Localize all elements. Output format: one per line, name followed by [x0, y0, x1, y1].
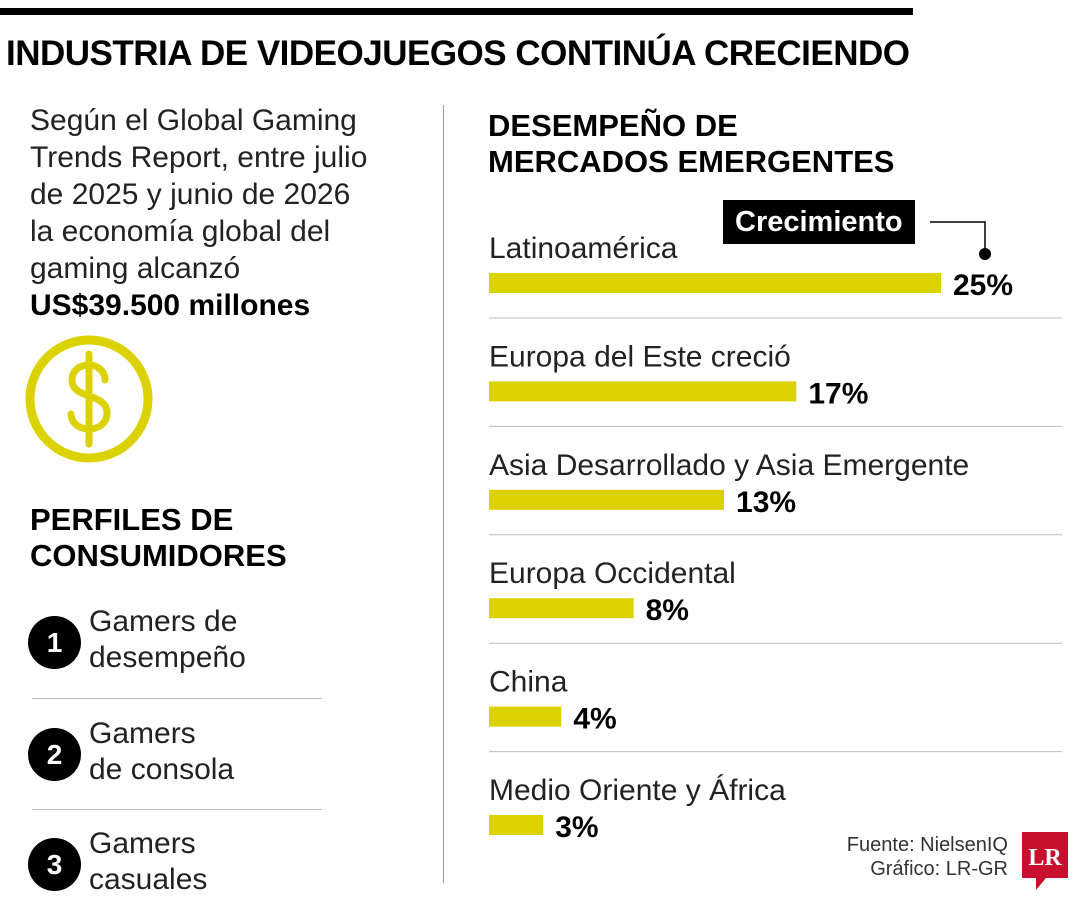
category-label: China [489, 666, 568, 699]
bar [489, 273, 941, 293]
value-label: 3% [555, 811, 598, 844]
profile-number-badge: 1 [28, 616, 81, 669]
profile-number-badge: 3 [28, 838, 81, 891]
bar [489, 598, 634, 619]
chart-title-line: DESEMPEÑO DE [488, 108, 738, 143]
profile-item: 3 Gamers casuales [28, 826, 328, 900]
category-label: Asia Desarrollado y Asia Emergente [489, 449, 969, 482]
source-line: Fuente: NielsenIQ [846, 834, 1008, 856]
svg-text:LR: LR [1028, 845, 1062, 871]
column-divider [443, 105, 444, 883]
intro-line: Trends Report, entre julio [30, 141, 368, 174]
bar [489, 706, 562, 727]
intro-amount: US$39.500 millones [30, 289, 311, 322]
chart-title: DESEMPEÑO DE MERCADOS EMERGENTES [488, 108, 894, 180]
page-title: INDUSTRIA DE VIDEOJUEGOS CONTINÚA CRECIE… [6, 34, 910, 73]
intro-text: Según el Global Gaming Trends Report, en… [30, 102, 430, 324]
profile-label: Gamers de desempeño [89, 604, 246, 676]
category-label: Medio Oriente y África [489, 774, 786, 807]
intro-line: de 2025 y junio de 2026 [30, 178, 351, 211]
profile-item: 1 Gamers de desempeño [28, 604, 328, 684]
dollar-icon [25, 335, 153, 463]
profile-divider [32, 809, 322, 810]
chart-title-line: MERCADOS EMERGENTES [488, 144, 895, 179]
source-note: Fuente: NielsenIQ Gráfico: LR-GR [847, 833, 1008, 881]
profiles-title-line: CONSUMIDORES [30, 538, 287, 573]
source-line: Gráfico: LR-GR [870, 858, 1008, 880]
profile-label-line: casuales [89, 863, 208, 896]
bar [489, 381, 797, 402]
category-label: Europa del Este creció [489, 340, 791, 373]
lr-logo: LR [1022, 832, 1068, 890]
profile-label-line: Gamers de [89, 605, 238, 638]
profile-divider [32, 698, 322, 699]
profile-label-line: Gamers [89, 717, 196, 750]
intro-line: gaming alcanzó [30, 252, 241, 285]
intro-line: Según el Global Gaming [30, 104, 357, 137]
value-label: 13% [736, 486, 796, 519]
legend-label: Crecimiento [723, 200, 915, 244]
value-label: 17% [808, 377, 868, 410]
profile-label-line: de consola [89, 753, 235, 786]
profile-number-badge: 2 [28, 728, 81, 781]
profile-label-line: Gamers [89, 827, 196, 860]
value-label: 4% [573, 703, 616, 736]
profile-item: 2 Gamers de consola [28, 716, 328, 796]
profile-label: Gamers de consola [89, 716, 234, 788]
profile-label: Gamers casuales [89, 826, 207, 898]
profile-label-line: desempeño [89, 641, 246, 674]
category-label: Europa Occidental [489, 557, 736, 590]
bar [489, 489, 725, 510]
bar [489, 815, 544, 835]
profiles-title-line: PERFILES DE [30, 502, 234, 537]
value-label: 25% [953, 269, 1013, 302]
profiles-title: PERFILES DE CONSUMIDORES [30, 502, 287, 574]
top-rule [0, 8, 913, 15]
category-label: Latinoamérica [489, 232, 678, 265]
value-label: 8% [646, 594, 689, 627]
intro-line: la economía global del [30, 215, 331, 248]
